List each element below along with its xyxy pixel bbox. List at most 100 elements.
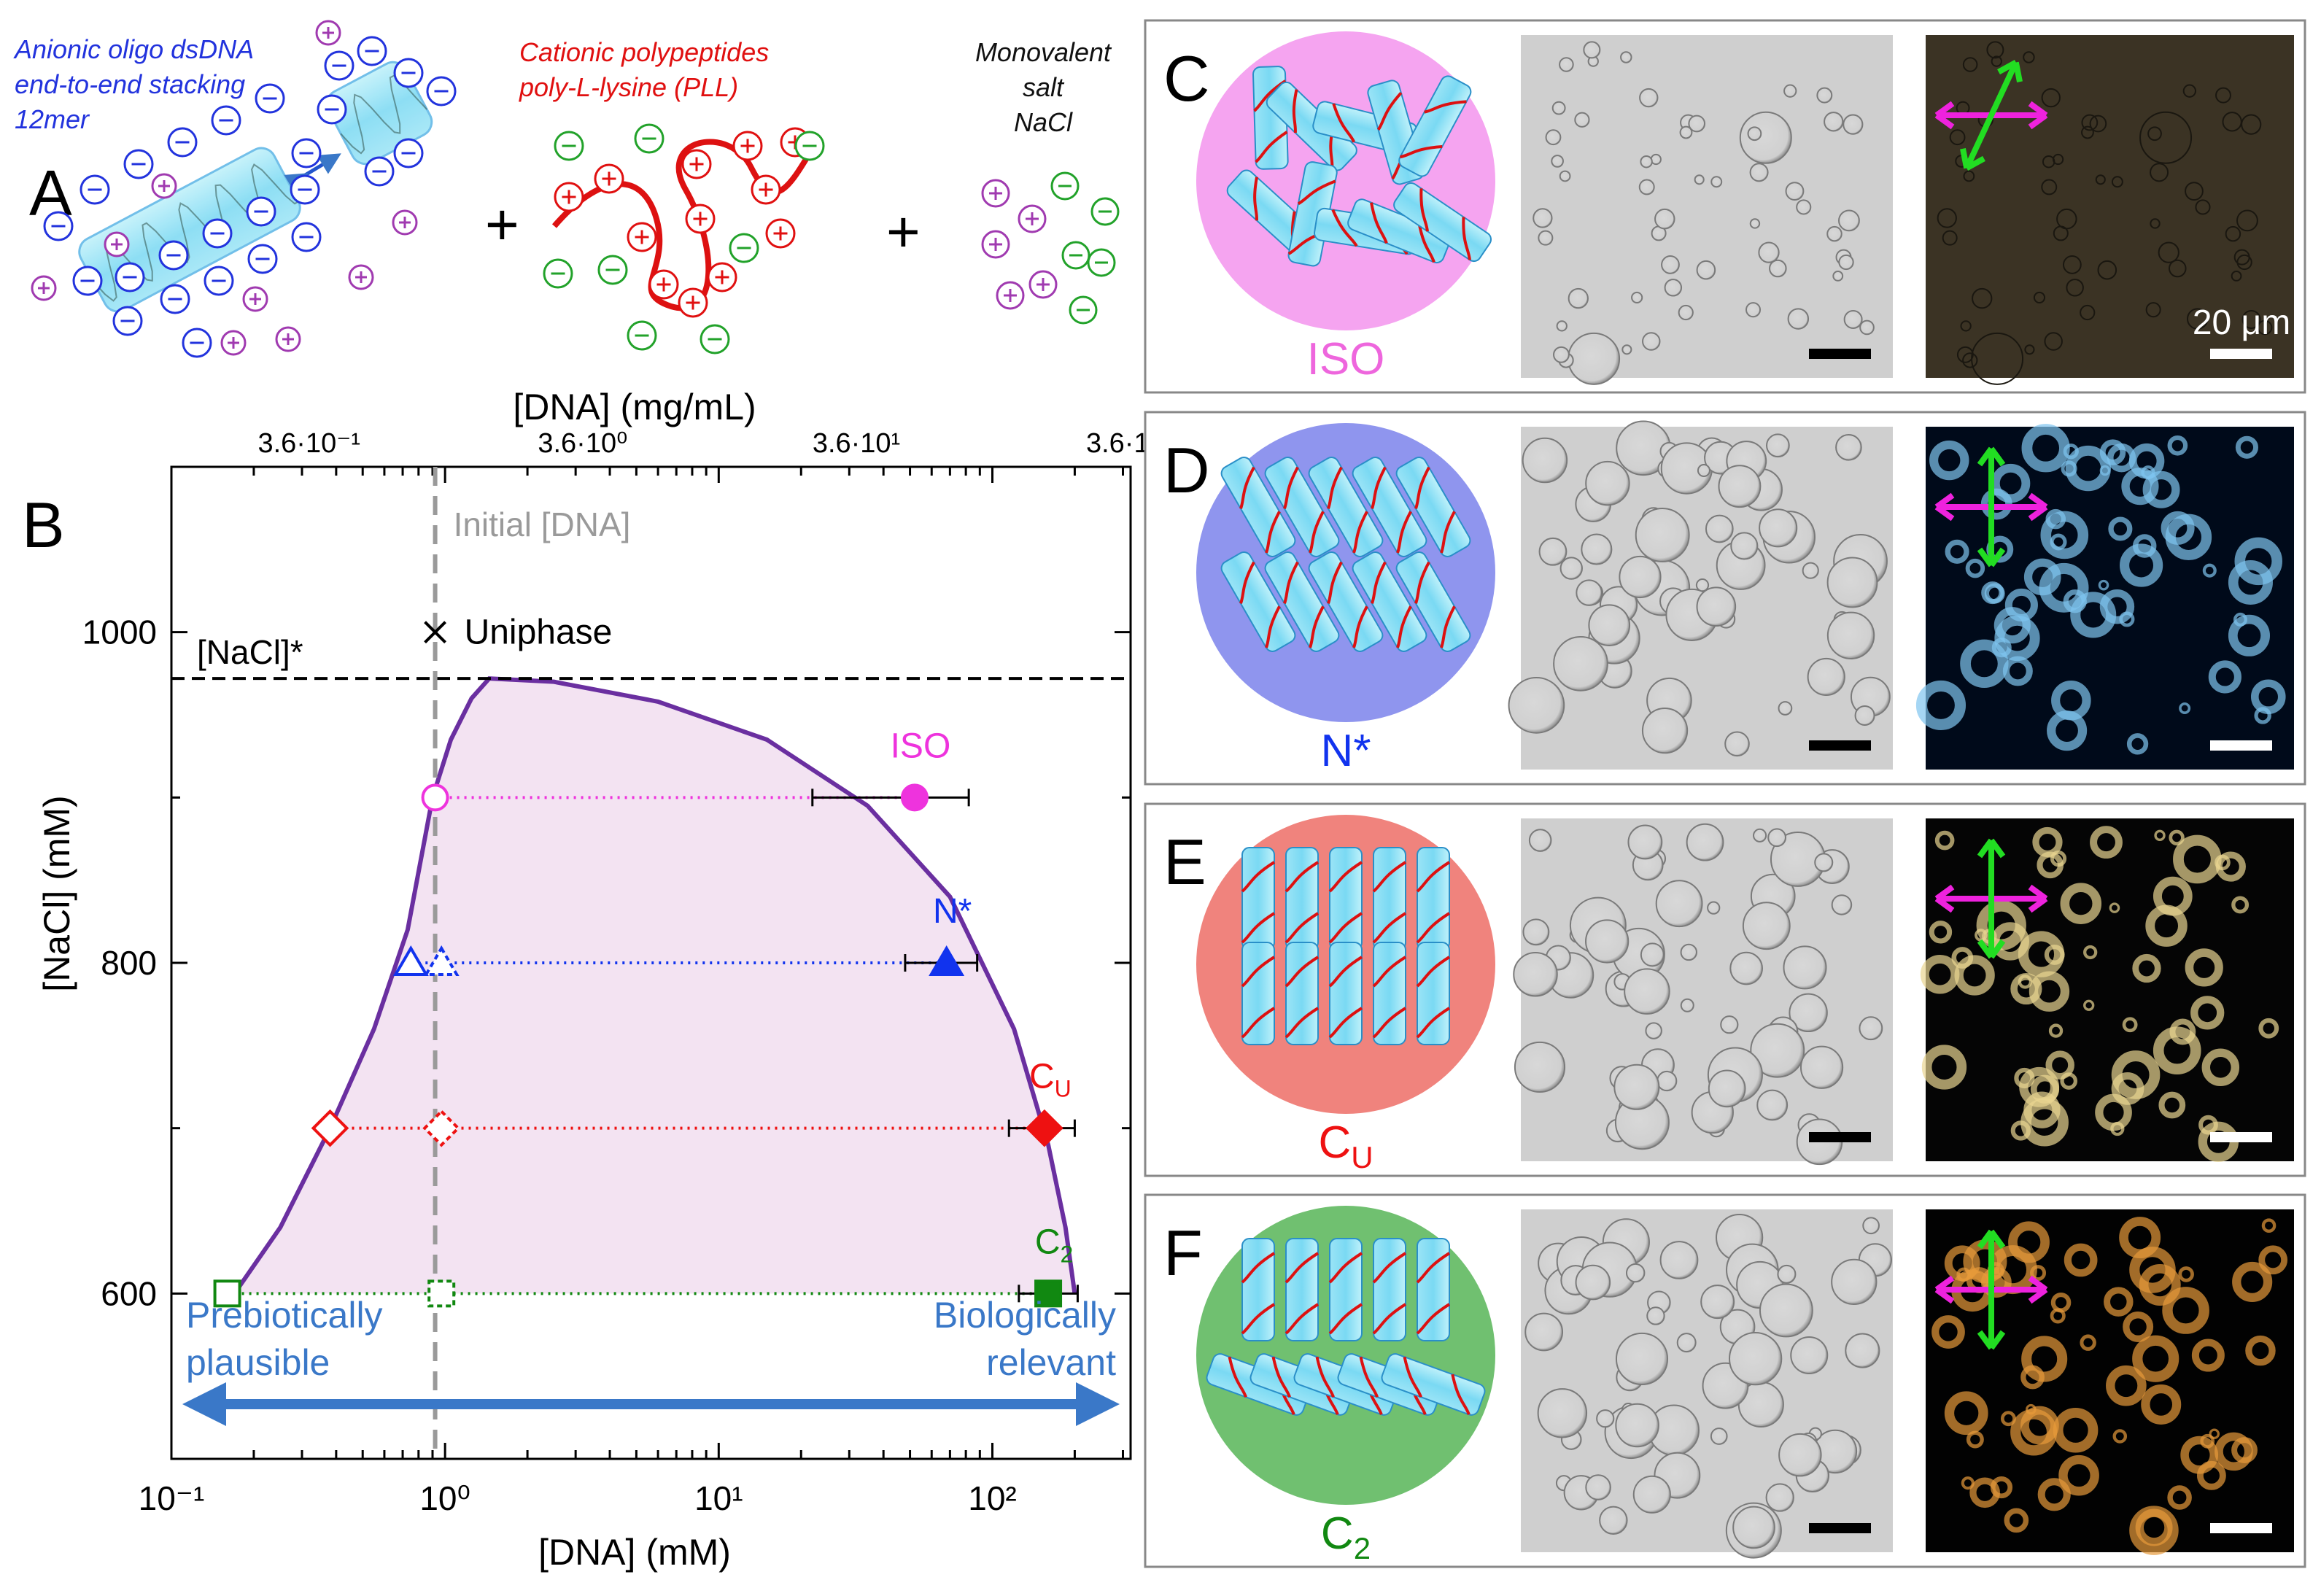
birefringent-domain [1951, 947, 1974, 969]
droplet [1832, 270, 1844, 282]
birefringent-domain [2111, 1072, 2144, 1105]
birefringent-domain [1980, 1267, 2012, 1298]
dna-duplex-main [78, 147, 301, 313]
salt-description-line1: Monovalent [975, 37, 1112, 67]
droplet [1657, 1070, 1678, 1092]
cylinder-body [1308, 457, 1384, 557]
pll-wrap [1370, 202, 1435, 263]
droplet [1826, 557, 1878, 608]
pll-wrap [1416, 956, 1451, 1039]
dna-cylinder-3 [1372, 847, 1407, 950]
initial-point-2 [422, 1109, 461, 1147]
isotropic-droplet [2158, 241, 2179, 263]
birefringent-domain [2235, 435, 2258, 459]
panel-f: FC2 [1144, 1193, 2306, 1568]
droplet [1583, 41, 1601, 59]
birefringent-domain [2058, 1454, 2099, 1496]
droplet [1559, 57, 1574, 72]
dna-cylinder-6 [1285, 942, 1320, 1045]
isotropic-droplet [1986, 41, 2004, 59]
isotropic-droplet [1956, 346, 1974, 363]
initial-dna-label: Initial [DNA] [454, 505, 631, 543]
droplet [1777, 1264, 1797, 1284]
cylinder-body [1285, 942, 1319, 1045]
isotropic-droplet [1962, 57, 1978, 72]
birefringent-domain [2215, 854, 2231, 871]
scale-bar-bf [1809, 1132, 1871, 1142]
cylinder-body [1417, 942, 1450, 1045]
cylinder-body [1285, 847, 1319, 950]
droplet [1514, 1041, 1566, 1093]
droplet [1710, 176, 1723, 188]
droplet [1694, 174, 1705, 185]
birefringent-domain [2231, 896, 2250, 914]
isotropic-droplet [2089, 115, 2107, 133]
droplet [1756, 1089, 1789, 1121]
pll-description-line1: Cationic polypeptides [519, 37, 769, 67]
droplet [1513, 951, 1558, 997]
birefringent-domain [2064, 1243, 2098, 1277]
droplet [1538, 230, 1554, 246]
x-tick-label: 10¹ [694, 1479, 743, 1517]
range-arrow-left [182, 1382, 226, 1426]
birefringent-domain [1993, 607, 2031, 644]
dna-cylinder-6 [1264, 551, 1340, 652]
dna-description-line2: end-to-end stacking [15, 69, 245, 99]
birefringent-domain [2228, 559, 2273, 605]
cylinder-body [1393, 182, 1492, 263]
droplet [1679, 125, 1693, 139]
droplet [1767, 828, 1787, 848]
droplet [1859, 319, 1875, 336]
cylinder-body [1264, 551, 1340, 652]
droplet [1759, 1283, 1813, 1338]
birefringent-domain [2045, 1050, 2074, 1080]
droplet [1619, 555, 1662, 599]
droplet [1627, 824, 1663, 860]
isotropic-droplet [2195, 199, 2211, 215]
scale-bar-pol [2210, 1523, 2272, 1533]
droplet [1783, 945, 1827, 990]
dna-cylinder-9 [1416, 942, 1451, 1045]
top-x-tick-label: 3.6·10⁻¹ [257, 428, 360, 459]
cylinder-body [1373, 847, 1406, 950]
birefringent-domain [2142, 470, 2180, 508]
isotropic-droplet [2081, 125, 2094, 139]
analyzer-arrow [1977, 1229, 2006, 1350]
droplet [1787, 308, 1810, 330]
series-label-0: ISO [891, 727, 951, 765]
birefringent-domain [2209, 1428, 2220, 1440]
birefringent-domain [2258, 1245, 2288, 1275]
birefringent-domain [2139, 1263, 2181, 1306]
dna-cylinder-1 [1264, 457, 1340, 557]
pll-wrap [1285, 1252, 1320, 1335]
droplet [1799, 1045, 1844, 1089]
droplet [1835, 433, 1862, 461]
birefringent-domain [2021, 1336, 2068, 1382]
droplet [1688, 115, 1706, 133]
birefringent-domain [1915, 680, 1967, 730]
series-label-sub-3: 2 [1061, 1241, 1074, 1267]
panel-b: B [DNA] (mg/mL) [DNA] (mM) [NaCl] (mM) 1… [22, 387, 1174, 1573]
birefringent-domain [2099, 589, 2135, 624]
pll-wrap [1372, 861, 1407, 944]
dna-cylinder-5 [1241, 942, 1276, 1045]
dna-cylinder-4 [1398, 75, 1472, 177]
droplet [1524, 1312, 1564, 1352]
birefringent-domain [1965, 558, 1985, 578]
pll-wrap [1414, 466, 1456, 554]
condensed-point-2 [1026, 1109, 1063, 1147]
droplet [1831, 894, 1853, 915]
x-tick-label: 10⁻¹ [139, 1479, 205, 1517]
droplet [1615, 1332, 1669, 1385]
droplet [1508, 677, 1565, 734]
cylinder-body [1264, 457, 1340, 557]
cylinder-body [1352, 551, 1427, 652]
y-axis-title: [NaCl] (mM) [36, 795, 77, 991]
birefringent-domain [2167, 435, 2188, 456]
isotropic-droplet [2097, 260, 2117, 280]
droplet [1638, 179, 1655, 195]
dna-cylinder-7 [1308, 551, 1384, 652]
dna-cylinder-9 [1393, 182, 1492, 263]
birefringent-domain [2232, 1261, 2273, 1302]
droplet [1631, 291, 1643, 304]
